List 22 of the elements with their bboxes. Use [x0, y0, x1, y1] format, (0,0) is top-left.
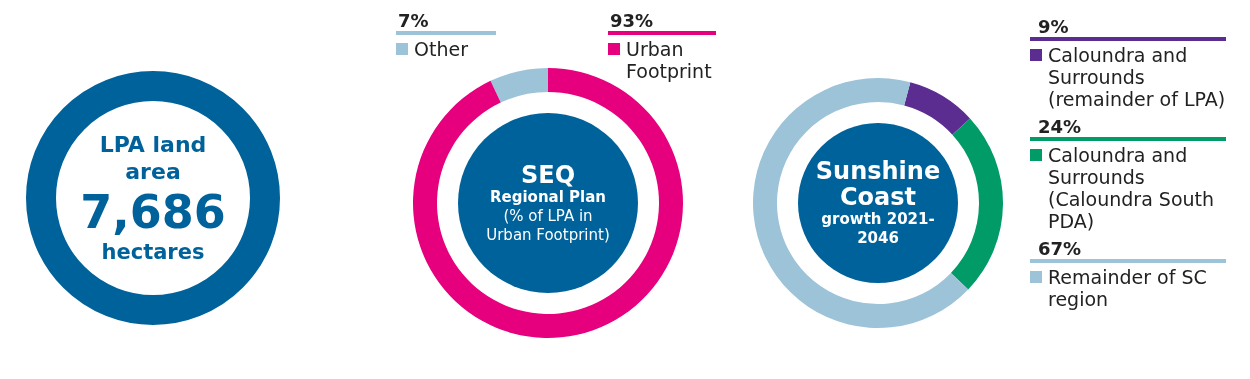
legend-label: Remainder of SC region [1048, 266, 1208, 310]
data-label: 67% [1037, 238, 1083, 259]
data-label: 7% [397, 10, 430, 31]
donut-slice [490, 68, 548, 103]
text: 7,686 [80, 185, 226, 239]
text: Regional Plan [489, 187, 607, 207]
text: (% of LPA in Urban Footprint) [485, 206, 611, 245]
legend-label: Urban Footprint [626, 38, 713, 82]
data-label: 93% [609, 10, 655, 31]
text: growth 2021-2046 [820, 210, 936, 248]
donut-slice [950, 118, 1003, 290]
legend-label: Caloundra and Surrounds (Caloundra South PDA) [1048, 144, 1216, 232]
donut-slice [904, 82, 971, 135]
legend-label: Other [414, 38, 468, 60]
donut-slice [753, 78, 969, 328]
text: SEQ [519, 160, 577, 189]
text: hectares [101, 239, 205, 265]
data-label: 24% [1037, 116, 1083, 137]
data-label: 9% [1037, 16, 1070, 37]
text: LPA land area [98, 131, 208, 185]
text: Sunshine Coast [814, 157, 942, 211]
legend-label: Caloundra and Surrounds (remainder of LPA) [1048, 44, 1226, 110]
